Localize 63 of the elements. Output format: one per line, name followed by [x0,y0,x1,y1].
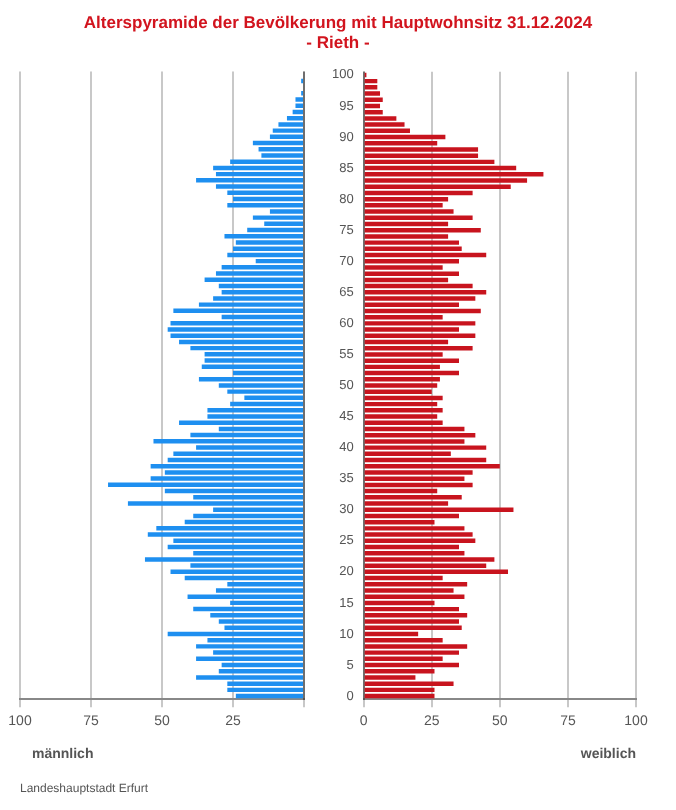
bar [204,358,303,363]
bar [364,116,397,121]
bar [156,526,303,531]
bar [364,85,378,90]
bar [147,532,303,537]
bar [364,650,459,655]
bar [193,513,303,519]
bar [127,501,303,506]
bar [295,97,303,102]
bar [144,557,303,562]
bar [364,445,487,450]
bar [233,246,303,251]
bar [364,557,495,562]
bar [364,271,459,276]
bar [295,103,303,109]
bar [227,202,303,208]
bar [173,451,303,456]
bar [364,122,405,127]
bar [213,165,303,171]
bar [364,582,468,587]
bar [252,215,303,220]
bar [364,321,476,326]
bar [196,675,303,680]
bar [170,333,303,338]
bar [258,147,303,152]
bar [364,172,544,177]
bar [196,178,303,183]
bar [227,389,303,394]
bar [364,383,438,388]
bar [364,476,465,481]
bar [272,128,303,133]
bar [364,91,381,96]
bar [221,265,303,270]
bar [196,644,303,649]
bar [187,594,303,599]
chart-subtitle: - Rieth - [304,32,372,52]
bar [364,414,438,419]
bar [167,327,303,332]
bar [364,594,465,599]
bar [364,619,459,624]
bar [364,613,468,618]
chart-title: Alterspyramide der Bevölkerung mit Hauptwohnsitz 31.12.2024 [81,12,595,32]
bar [364,358,459,363]
bar [364,526,465,531]
bar [179,420,303,425]
bar [364,147,479,152]
bar [364,290,487,295]
bar [364,532,473,537]
bar [207,408,303,413]
bar [227,252,303,258]
bar [278,122,303,127]
bar [364,408,443,413]
bar [364,681,454,686]
bar [364,240,459,245]
bar [173,308,303,314]
bar [227,687,303,693]
bar [364,644,468,649]
bar [153,439,303,444]
bar [364,495,462,500]
bar [196,656,303,662]
bar [193,606,303,612]
bar [218,619,303,624]
bar [224,234,303,239]
